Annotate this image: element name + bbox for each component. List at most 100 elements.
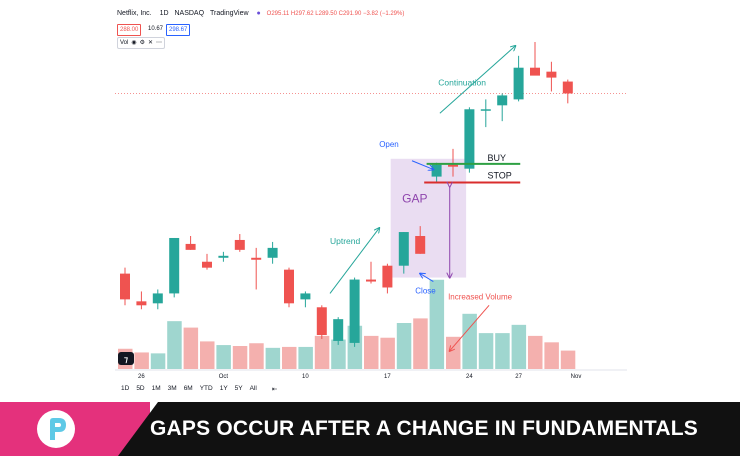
candle-body: [480, 109, 491, 111]
candlestick-chart[interactable]: BUY STOP GAP Open Close Uptrend Continuation In…: [115, 0, 627, 402]
eye-icon[interactable]: ◉: [131, 40, 137, 46]
continuation-arrow: [439, 46, 515, 114]
timeframe-1m[interactable]: 1M: [151, 385, 161, 392]
banner-title: GAPS OCCUR AFTER A CHANGE IN FUNDAMENTAL…: [150, 417, 698, 440]
volume-bar: [495, 333, 510, 369]
close-icon[interactable]: ✕: [147, 40, 154, 46]
close-label: Close: [415, 286, 436, 295]
banner-background: [118, 402, 740, 456]
spread-value: 10.67: [148, 26, 164, 32]
candle-body: [415, 236, 426, 254]
candle-body: [562, 81, 573, 94]
candle-body: [382, 265, 393, 288]
candle-body: [431, 164, 442, 177]
tradingview-logo-icon: ⁊: [118, 352, 134, 365]
stop-label: STOP: [487, 171, 511, 181]
brand-logo-icon: [37, 410, 75, 448]
increased-volume-arrow: [450, 304, 490, 351]
candle-body: [316, 307, 327, 335]
volume-bar: [396, 323, 412, 369]
chart-panel[interactable]: BUY STOP GAP Open Close Uptrend Continuation In…: [115, 0, 627, 402]
candle-body: [448, 164, 458, 167]
logo-glyph: ⁊: [124, 355, 128, 364]
market-status-icon: ●: [256, 10, 261, 17]
volume-bar: [511, 324, 527, 369]
volume-bar: [282, 346, 297, 369]
candle-body: [497, 95, 508, 106]
volume-bar: [446, 336, 461, 369]
candle-body: [169, 237, 180, 294]
grid-lines: [115, 93, 627, 278]
volume-bar: [232, 346, 248, 369]
exchange-label: NASDAQ: [174, 10, 205, 17]
candle-body: [333, 319, 344, 341]
x-tick-label: Oct: [219, 374, 229, 380]
candle-body: [152, 293, 163, 304]
volume-bar: [462, 313, 477, 369]
volume-bar: [331, 339, 346, 369]
open-label: Open: [379, 140, 399, 149]
gap-label: GAP: [402, 191, 427, 205]
timeframe-5d[interactable]: 5D: [136, 385, 145, 392]
volume-bar: [314, 335, 330, 369]
indicator-label: Vol: [120, 40, 129, 46]
candle-body: [202, 261, 212, 268]
candle-body: [185, 243, 196, 250]
candle-body: [234, 239, 245, 250]
goto-date-icon[interactable]: ⇤: [271, 386, 278, 393]
volume-indicator-legend[interactable]: Vol ◉ ⚙ ✕ ⋯: [117, 37, 166, 49]
timeframe-3m[interactable]: 3M: [167, 385, 177, 392]
candle-body: [530, 67, 540, 76]
timeframe-ytd[interactable]: YTD: [199, 385, 213, 392]
volume-bar: [200, 341, 215, 369]
x-tick-label: 10: [302, 374, 309, 380]
increased-volume-label: Increased Volume: [448, 292, 513, 301]
volume-bar: [167, 321, 182, 369]
candle-body: [366, 279, 376, 282]
volume-bar: [183, 327, 199, 369]
candle-body: [546, 71, 557, 78]
candle-body: [513, 67, 524, 100]
timeframe-5y[interactable]: 5Y: [234, 385, 243, 392]
timeframe-1d[interactable]: 1D: [121, 385, 130, 392]
candle-body: [251, 257, 262, 260]
close-arrow: [420, 274, 434, 282]
open-arrow: [411, 160, 433, 170]
more-icon[interactable]: ⋯: [156, 40, 163, 46]
uptrend-arrow: [329, 228, 379, 294]
candle-body: [284, 269, 294, 304]
timeframe-6m[interactable]: 6M: [183, 385, 193, 392]
timeframe-all[interactable]: All: [249, 385, 257, 392]
volume-bar: [413, 318, 428, 369]
candle-body: [218, 255, 229, 258]
symbol-name: Netflix, Inc.: [117, 10, 152, 17]
continuation-label: Continuation: [438, 78, 486, 88]
candle-body: [136, 301, 147, 306]
x-tick-label: Nov: [571, 374, 582, 380]
interval-label: 1D: [159, 10, 169, 17]
x-tick-label: 17: [384, 374, 391, 380]
logo-badge: [118, 352, 134, 365]
candle-body: [349, 279, 360, 343]
volume-bar: [150, 353, 166, 369]
volume-bar: [134, 352, 149, 369]
volume-bar: [429, 279, 445, 369]
x-tick-label: 27: [515, 374, 522, 380]
ask-price-button[interactable]: 298.67: [166, 24, 191, 36]
timeframe-1y[interactable]: 1Y: [219, 385, 228, 392]
candles: [120, 41, 573, 347]
x-tick-label: 26: [138, 374, 145, 380]
bid-price-button[interactable]: 288.00: [117, 24, 142, 36]
candle-body: [300, 293, 311, 300]
source-label: TradingView: [210, 10, 249, 17]
x-tick-label: 24: [466, 374, 473, 380]
volume-bar: [249, 343, 264, 369]
annotations: BUY STOP GAP Open Close Uptrend Continuation In…: [329, 46, 521, 351]
uptrend-label: Uptrend: [330, 236, 361, 246]
volume-bar: [364, 335, 379, 369]
ohlc-readout: O295.11 H297.62 L289.50 C291.90 −3.82 (−…: [266, 11, 405, 17]
settings-icon[interactable]: ⚙: [139, 40, 145, 46]
time-axis: 26 Oct 10 17 24 27 Nov ⁊: [115, 352, 627, 380]
volume-bar: [216, 345, 231, 369]
buy-label: BUY: [487, 153, 506, 163]
